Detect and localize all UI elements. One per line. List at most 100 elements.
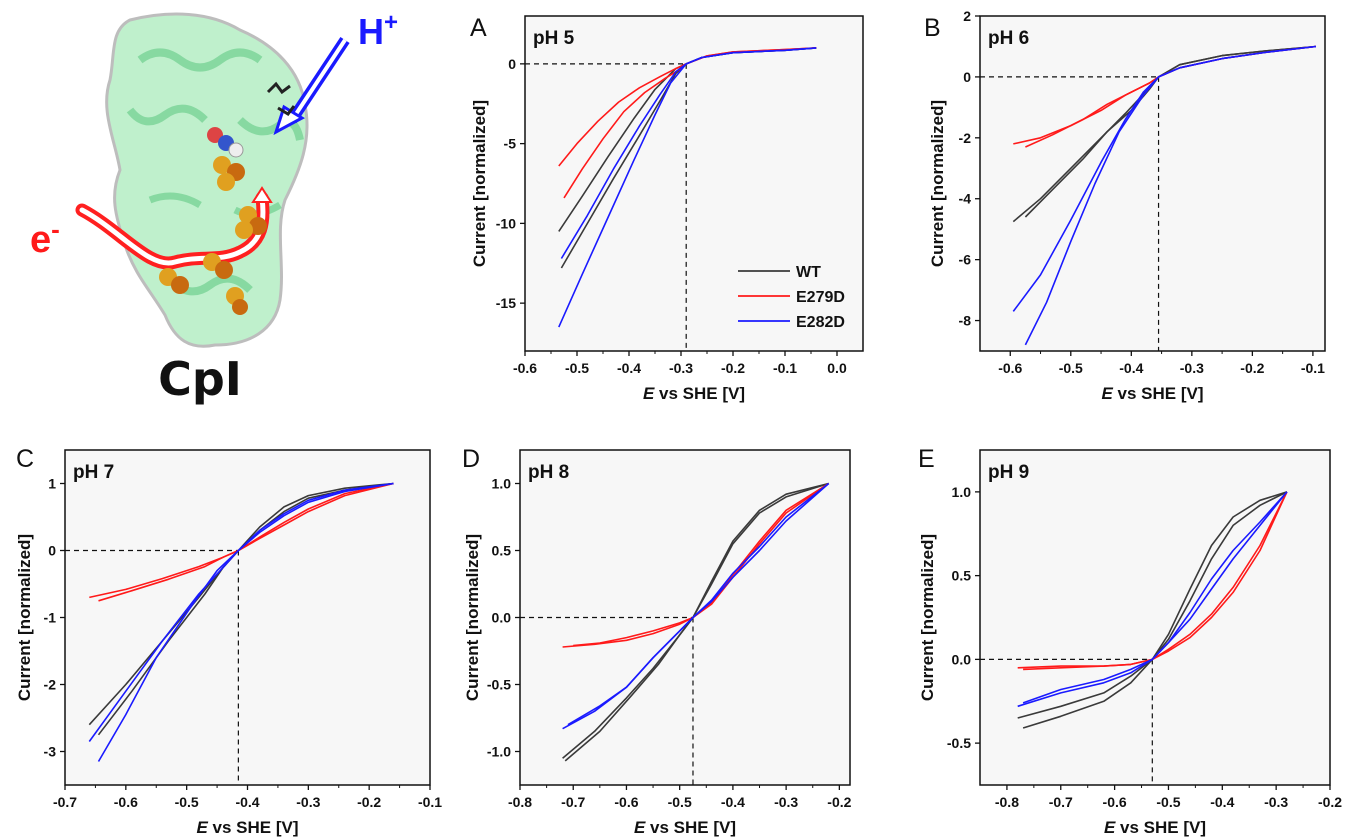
y-tick-label: -1 bbox=[44, 610, 57, 626]
y-tick-label: -2 bbox=[44, 677, 57, 693]
y-tick-label: -2 bbox=[959, 130, 972, 146]
active-site-atom bbox=[207, 127, 223, 143]
series-line-e282d bbox=[558, 47, 817, 328]
x-tick-label: -0.2 bbox=[357, 794, 381, 810]
x-tick-label: -0.4 bbox=[721, 794, 745, 810]
x-axis-title-variable: E bbox=[1101, 384, 1113, 403]
series-line-e279d bbox=[1023, 491, 1288, 671]
x-tick-label: -0.1 bbox=[773, 360, 797, 376]
x-tick-label: -0.4 bbox=[235, 794, 259, 810]
x-tick-label: -0.7 bbox=[1049, 794, 1073, 810]
protein-illustration: e- H+ CpI bbox=[30, 9, 398, 406]
x-tick-label: -0.2 bbox=[721, 360, 745, 376]
y-axis-title: Current [normalized] bbox=[15, 534, 34, 701]
protein-helix-5 bbox=[148, 192, 202, 209]
x-tick-label: -0.4 bbox=[1210, 794, 1234, 810]
x-axis-title-rest: vs SHE [V] bbox=[645, 818, 736, 837]
x-tick-label: -0.7 bbox=[53, 794, 77, 810]
x-tick-label: -0.7 bbox=[561, 794, 585, 810]
panel-letter: E bbox=[918, 445, 935, 473]
plot-area bbox=[979, 15, 1326, 352]
cluster-atom bbox=[215, 261, 233, 279]
y-tick-label: 0 bbox=[48, 543, 56, 559]
x-tick-label: -0.3 bbox=[669, 360, 693, 376]
series-line-wt bbox=[1022, 491, 1288, 729]
y-tick-label: 0.5 bbox=[492, 543, 512, 559]
y-tick-label: -15 bbox=[496, 295, 516, 311]
ph-label: pH 7 bbox=[73, 462, 114, 483]
y-tick-label: -5 bbox=[504, 136, 517, 152]
y-axis-title: Current [normalized] bbox=[470, 100, 489, 267]
x-axis-title: E vs SHE [V] bbox=[1104, 818, 1206, 837]
x-tick-label: -0.5 bbox=[1059, 360, 1083, 376]
y-tick-label: 0.0 bbox=[492, 610, 512, 626]
y-tick-label: 2 bbox=[963, 8, 971, 24]
proton-superscript: + bbox=[384, 9, 398, 36]
residue-sticks bbox=[266, 81, 296, 116]
x-tick-label: -0.5 bbox=[668, 794, 692, 810]
panel-letter: D bbox=[462, 445, 480, 473]
x-tick-label: -0.6 bbox=[1103, 794, 1127, 810]
cluster-atom bbox=[232, 299, 248, 315]
x-tick-label: -0.5 bbox=[565, 360, 589, 376]
x-axis-title: E vs SHE [V] bbox=[1101, 384, 1203, 403]
x-tick-label: -0.1 bbox=[418, 794, 442, 810]
panel-letter: A bbox=[470, 14, 487, 42]
x-axis-title-variable: E bbox=[643, 384, 655, 403]
y-tick-label: -3 bbox=[44, 744, 57, 760]
proton-label: H+ bbox=[358, 9, 398, 52]
x-tick-label: -0.3 bbox=[296, 794, 320, 810]
x-axis-title-variable: E bbox=[634, 818, 646, 837]
x-tick-label: -0.5 bbox=[175, 794, 199, 810]
series-line-e282d bbox=[1022, 491, 1288, 704]
x-tick-label: -0.3 bbox=[1180, 360, 1204, 376]
protein-helix-2 bbox=[126, 104, 208, 126]
electron-arrowhead bbox=[251, 186, 273, 203]
y-tick-label: 0.5 bbox=[952, 568, 972, 584]
x-tick-label: -0.5 bbox=[1156, 794, 1180, 810]
plot-area bbox=[64, 449, 431, 786]
x-tick-label: -0.6 bbox=[998, 360, 1022, 376]
y-axis-title: Current [normalized] bbox=[928, 100, 947, 267]
y-axis-title: Current [normalized] bbox=[918, 534, 937, 701]
x-tick-label: -0.3 bbox=[1264, 794, 1288, 810]
x-axis-title: E vs SHE [V] bbox=[196, 818, 298, 837]
series-line-e282d bbox=[97, 482, 394, 762]
x-tick-label: -0.8 bbox=[508, 794, 532, 810]
x-tick-label: -0.6 bbox=[114, 794, 138, 810]
ph-label: pH 5 bbox=[533, 28, 575, 49]
y-tick-label: -0.5 bbox=[487, 677, 511, 693]
x-tick-label: -0.2 bbox=[827, 794, 851, 810]
panel-letter: B bbox=[924, 14, 941, 42]
ph-label: pH 9 bbox=[988, 462, 1029, 483]
metal-clusters bbox=[159, 127, 267, 315]
ph-label: pH 6 bbox=[988, 28, 1029, 49]
legend-label-e282d: E282D bbox=[796, 314, 845, 331]
y-tick-label: 0 bbox=[963, 69, 971, 85]
cluster-atom bbox=[217, 173, 235, 191]
electron-superscript: - bbox=[51, 214, 60, 244]
proton-arrow-inner bbox=[294, 38, 347, 116]
plot-area bbox=[524, 15, 864, 352]
y-tick-label: 0.0 bbox=[952, 651, 972, 667]
y-tick-label: 1.0 bbox=[492, 476, 512, 492]
panel-letter: C bbox=[16, 445, 34, 473]
protein-helix-1 bbox=[137, 48, 263, 72]
y-tick-label: 0 bbox=[508, 56, 516, 72]
ph-label: pH 8 bbox=[528, 462, 569, 483]
x-axis-title-rest: vs SHE [V] bbox=[1115, 818, 1206, 837]
x-axis-title-variable: E bbox=[1104, 818, 1116, 837]
x-tick-label: -0.2 bbox=[1318, 794, 1342, 810]
proton-arrowhead bbox=[273, 104, 306, 136]
series-line-e282d bbox=[1024, 45, 1316, 346]
y-axis-title: Current [normalized] bbox=[463, 534, 482, 701]
x-axis-title: E vs SHE [V] bbox=[634, 818, 736, 837]
active-site-atom bbox=[228, 142, 244, 158]
x-tick-label: -0.2 bbox=[1240, 360, 1264, 376]
proton-letter: H bbox=[358, 11, 384, 52]
y-tick-label: -0.5 bbox=[947, 735, 971, 751]
